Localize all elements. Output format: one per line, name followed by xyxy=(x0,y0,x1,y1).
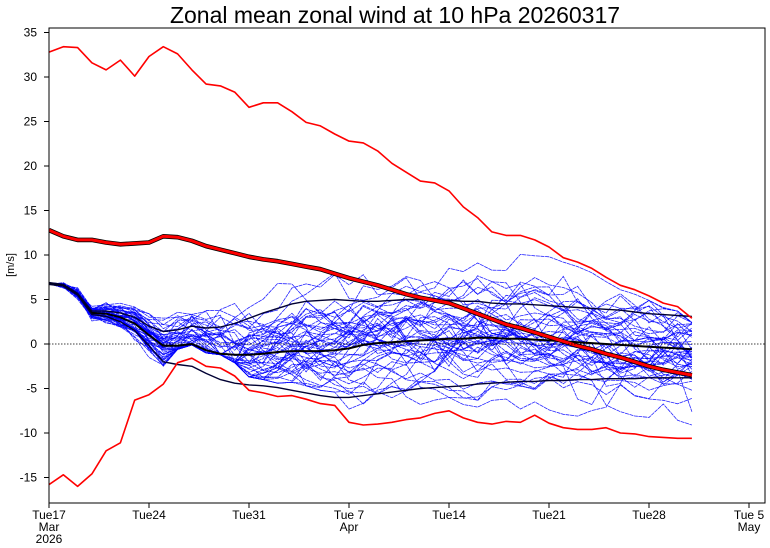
ensemble-member-line xyxy=(49,283,692,387)
ensemble-member-line xyxy=(49,275,693,379)
ensemble-member-line xyxy=(49,283,692,399)
plot-frame xyxy=(48,27,766,504)
x-tick-label: Tue14 xyxy=(432,508,466,522)
y-axis-label: [m/s] xyxy=(5,253,17,277)
y-tick-label: -10 xyxy=(20,426,38,440)
x-tick-label: Tue 7 xyxy=(334,508,365,522)
ensemble-member-line xyxy=(49,283,692,350)
ensemble-member-line xyxy=(49,282,693,385)
ensemble-member-line xyxy=(49,283,693,373)
ensemble-member-line xyxy=(49,283,693,383)
x-tick-label: Tue28 xyxy=(632,508,666,522)
ensemble-upper-band-line xyxy=(49,281,692,333)
ensemble-lower-band-line xyxy=(49,283,692,399)
series-lines xyxy=(49,45,693,488)
y-tick-label: 5 xyxy=(30,293,37,307)
ensemble-member-line xyxy=(49,282,693,412)
x-tick-label: Tue17 xyxy=(32,508,66,522)
y-tick-label: 15 xyxy=(24,204,38,218)
y-tick-label: 0 xyxy=(30,337,37,351)
x-tick-label: Tue21 xyxy=(532,508,566,522)
x-tick-month: Mar xyxy=(39,520,60,534)
ensemble-member-line xyxy=(49,282,693,386)
y-tick-label: -5 xyxy=(26,382,37,396)
chart-title: Zonal mean zonal wind at 10 hPa 20260317 xyxy=(170,2,620,28)
y-tick-label: 20 xyxy=(24,159,38,173)
y-tick-label: 35 xyxy=(24,26,38,40)
climatological-minimum-line xyxy=(49,357,692,488)
x-tick-label: Tue 5 xyxy=(734,508,765,522)
x-tick-label: Tue24 xyxy=(132,508,166,522)
ensemble-member-line xyxy=(49,283,693,354)
ensemble-member-line xyxy=(49,282,693,381)
y-tick-label: 10 xyxy=(24,248,38,262)
ensemble-member-line xyxy=(49,283,693,400)
x-tick-month: Apr xyxy=(340,520,359,534)
y-tick-label: 25 xyxy=(24,115,38,129)
ensemble-member-line xyxy=(49,275,693,356)
y-tick-label: 30 xyxy=(24,70,38,84)
ensemble-member-line xyxy=(49,282,692,374)
climatological-maximum-line xyxy=(49,45,693,319)
ensemble-members xyxy=(49,253,693,426)
y-tick-label: -15 xyxy=(20,471,38,485)
ensemble-member-line xyxy=(49,279,693,364)
climatological-mean-line xyxy=(49,228,693,377)
ensemble-member-line xyxy=(49,283,693,405)
x-tick-month: May xyxy=(738,520,761,534)
x-tick-year: 2026 xyxy=(36,532,63,546)
x-tick-label: Tue31 xyxy=(232,508,266,522)
